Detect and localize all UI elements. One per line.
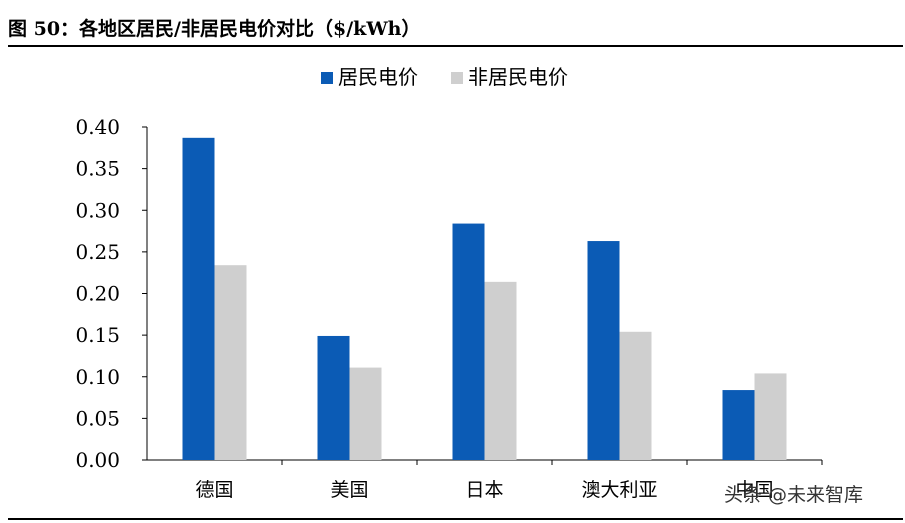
watermark-text: 头条 @未来智库 [724, 484, 864, 506]
y-tick-label: 0.10 [75, 365, 120, 389]
bar-residential [587, 241, 620, 460]
y-tick-label: 0.30 [75, 198, 120, 222]
x-category-label: 澳大利亚 [581, 479, 657, 501]
x-category-label: 日本 [465, 479, 503, 501]
bottom-divider [8, 518, 903, 520]
y-tick-label: 0.20 [75, 282, 120, 306]
x-category-label: 德国 [195, 479, 233, 501]
legend-label: 非居民电价 [468, 65, 568, 89]
y-tick-label: 0.05 [75, 406, 120, 430]
bar-residential [182, 137, 215, 460]
bar-non-residential [484, 281, 517, 460]
bar-residential [722, 390, 755, 460]
bar-non-residential [754, 373, 787, 460]
bar-non-residential [349, 367, 382, 460]
y-tick-label: 0.40 [75, 115, 120, 139]
bar-non-residential [619, 331, 652, 460]
y-tick-label: 0.00 [75, 448, 120, 472]
title-divider [8, 45, 903, 47]
legend-swatch [451, 72, 463, 84]
x-category-label: 中国 [735, 479, 773, 501]
bar-residential [452, 223, 485, 460]
legend-label: 居民电价 [338, 65, 418, 89]
y-tick-label: 0.35 [75, 157, 120, 181]
legend-swatch [321, 72, 333, 84]
bar-residential [317, 335, 350, 460]
bar-non-residential [214, 265, 247, 460]
y-tick-label: 0.25 [75, 240, 120, 264]
y-tick-label: 0.15 [75, 323, 120, 347]
x-category-label: 美国 [330, 479, 368, 501]
chart-title: 图 50：各地区居民/非居民电价对比（$/kWh） [8, 18, 421, 40]
